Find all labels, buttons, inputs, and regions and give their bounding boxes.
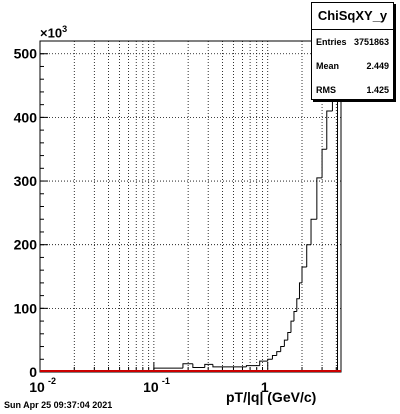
y-tick-label: 500 <box>14 46 38 62</box>
histogram-bin <box>293 311 297 322</box>
x-tick-exponent: -1 <box>162 376 170 386</box>
stats-row-entries: Entries 3751863 <box>312 30 393 54</box>
stats-title: ChiSqXY_y <box>312 3 393 30</box>
y-scale-exponent: 3 <box>62 24 68 34</box>
timestamp: Sun Apr 25 09:37:04 2021 <box>4 400 113 410</box>
stats-label: Entries <box>316 37 347 47</box>
x-tick-label: 1 <box>261 379 269 395</box>
y-tick-label: 300 <box>14 173 38 189</box>
histogram-bin <box>290 320 294 333</box>
x-tick-label: 10 <box>143 379 159 395</box>
histogram-bin <box>298 282 303 299</box>
histogram-bin <box>326 110 333 150</box>
histogram-bin <box>283 339 288 347</box>
histogram-bin <box>192 363 205 369</box>
histogram-bin <box>301 266 307 283</box>
stats-value: 3751863 <box>353 37 389 47</box>
histogram-bin <box>267 358 273 362</box>
histogram-series <box>39 53 341 372</box>
x-tick-label: 10 <box>29 379 45 395</box>
y-tick-label: 200 <box>14 237 38 253</box>
grid-lines <box>40 41 341 372</box>
histogram-bin <box>212 364 247 368</box>
histogram-bin <box>204 363 213 368</box>
histogram-bin <box>280 346 285 352</box>
stats-row-mean: Mean 2.449 <box>312 54 393 78</box>
histogram-bin <box>296 298 300 312</box>
stats-label: Mean <box>316 61 340 71</box>
stats-row-rms: RMS 1.425 <box>312 78 393 102</box>
y-axis: 0 100 200 300 400 500 <box>14 40 48 380</box>
x-tick-exponent: -2 <box>48 376 56 386</box>
plot-frame <box>39 40 342 373</box>
y-tick-label: 400 <box>14 109 38 125</box>
stats-box: ChiSqXY_y Entries 3751863 Mean 2.449 RMS… <box>311 2 394 100</box>
x-axis: 10 -2 10 -1 1 <box>29 362 337 395</box>
y-scale-base: ×10 <box>40 25 63 41</box>
histogram-bin <box>276 351 281 356</box>
histogram-bin <box>310 218 317 245</box>
histogram-bin <box>316 177 323 220</box>
histogram-bin <box>182 363 193 369</box>
histogram-bin <box>153 367 183 371</box>
y-scale-factor: ×103 <box>40 24 67 40</box>
stats-value: 1.425 <box>366 85 389 95</box>
histogram-bin <box>245 365 260 367</box>
x-axis-title: pT/|q| (GeV/c) <box>226 389 317 405</box>
y-tick-label: 100 <box>14 300 38 316</box>
histogram-bin <box>321 148 327 178</box>
histogram-bin <box>306 244 312 267</box>
histogram-bin <box>271 354 277 360</box>
histogram-bin <box>287 332 291 341</box>
histogram-bin <box>259 360 268 366</box>
y-tick-label: 0 <box>29 364 37 380</box>
stats-label: RMS <box>316 85 336 95</box>
stats-value: 2.449 <box>366 61 389 71</box>
